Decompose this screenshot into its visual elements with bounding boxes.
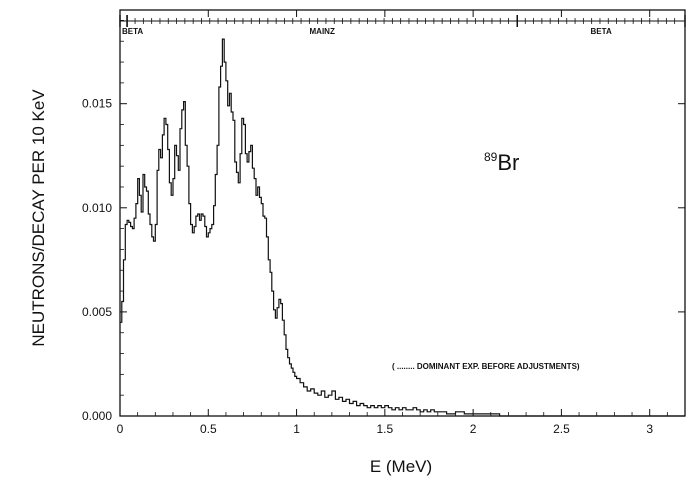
x-tick-label: 3 [646,422,653,436]
x-axis: 0 0.5 1 1.5 2 2.5 3 [117,10,668,436]
plot-frame [119,9,686,417]
x-tick-label: 0.5 [200,422,217,436]
y-axis-title: NEUTRONS/DECAY PER 10 KeV [29,89,48,347]
x-tick-label: 2 [470,422,477,436]
x-tick-label: 0 [117,422,124,436]
region-label: MAINZ [310,27,335,36]
series-layer [120,38,685,417]
y-tick-label: 0.000 [82,409,112,423]
x-tick-label: 1 [293,422,300,436]
y-axis: 0.000 0.005 0.010 0.015 [82,20,685,423]
region-label: BETA [122,27,143,36]
region-label: BETA [591,27,612,36]
region-bar: BETA MAINZ BETA [119,15,686,36]
y-tick-label: 0.015 [82,97,112,111]
isotope-symbol: Br [497,150,519,175]
annotation-text: ( ........ DOMINANT EXP. BEFORE ADJUSTME… [392,362,580,371]
x-tick-label: 1.5 [377,422,394,436]
x-axis-title: E (MeV) [370,457,432,476]
isotope-mass: 89 [484,150,498,164]
y-tick-label: 0.005 [82,305,112,319]
plot-area [119,9,686,417]
isotope-label: 89Br [484,150,519,175]
spectrum-line [120,38,685,417]
y-tick-label: 0.010 [82,201,112,215]
x-tick-label: 2.5 [553,422,570,436]
